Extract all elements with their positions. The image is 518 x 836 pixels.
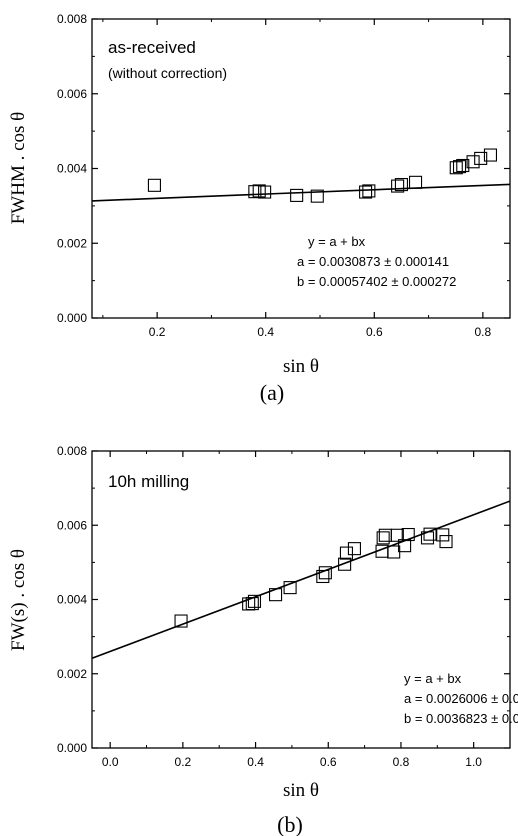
x-tick-label: 0.6: [366, 325, 383, 339]
x-tick-label: 0.6: [320, 755, 337, 769]
data-point: [420, 531, 435, 545]
y-tick-label: 0.002: [57, 236, 87, 250]
data-point: [390, 528, 404, 542]
y-axis-ticks: 0.000 0.002 0.004 0.006 0.008: [57, 444, 510, 755]
panel-caption: (b): [277, 812, 303, 836]
data-point: [466, 155, 480, 169]
chart-subtitle: (without correction): [108, 65, 227, 81]
y-tick-label: 0.004: [57, 162, 87, 176]
panel-caption: (a): [260, 380, 284, 405]
data-point: [376, 531, 390, 545]
data-point: [316, 569, 330, 584]
y-tick-label: 0.002: [57, 667, 87, 681]
data-point: [391, 179, 405, 193]
x-tick-label: 0.4: [247, 755, 264, 769]
data-point: [483, 148, 498, 162]
fit-equation: y = a + bx: [308, 234, 366, 249]
x-tick-label: 0.8: [393, 755, 410, 769]
fit-param-a: a = 0.0030873 ± 0.000141: [297, 254, 449, 269]
y-tick-label: 0.006: [57, 518, 87, 532]
x-tick-label: 0.2: [175, 755, 192, 769]
y-tick-label: 0.000: [57, 311, 87, 325]
y-tick-label: 0.006: [57, 87, 87, 101]
data-point: [247, 594, 262, 608]
panel-a: 0.000 0.002 0.004 0.006 0.008 0.2 0.4 0.6 0.8 a…: [8, 12, 511, 405]
fit-param-b: b = 0.00057402 ± 0.000272: [297, 274, 456, 289]
data-point: [339, 546, 353, 560]
x-tick-label: 0.2: [149, 325, 166, 339]
fit-param-b: b = 0.0036823 ± 0.000224: [404, 711, 518, 726]
data-point: [283, 581, 297, 595]
data-point: [248, 185, 262, 199]
data-point: [452, 160, 467, 174]
data-point: [290, 188, 304, 202]
x-tick-label: 0.0: [102, 755, 119, 769]
data-point: [375, 544, 389, 558]
data-point: [174, 614, 188, 628]
data-point: [378, 528, 392, 542]
data-point: [387, 545, 401, 559]
data-point: [474, 151, 488, 165]
data-point: [423, 527, 437, 541]
y-axis-label: FWHM . cos θ: [8, 112, 29, 225]
data-point: [147, 178, 161, 192]
y-tick-label: 0.004: [57, 593, 87, 607]
x-tick-label: 0.8: [475, 325, 492, 339]
x-axis-label: sin θ: [283, 780, 319, 801]
data-point: [394, 178, 408, 192]
data-point: [347, 542, 361, 556]
data-point: [362, 184, 376, 198]
fit-param-a: a = 0.0026006 ± 0.000154: [404, 691, 518, 706]
y-axis-ticks: 0.000 0.002 0.004 0.006 0.008: [57, 12, 510, 325]
data-point: [398, 539, 412, 553]
y-tick-label: 0.008: [57, 12, 87, 26]
chart-title: as-received: [108, 38, 196, 57]
x-axis-label: sin θ: [283, 356, 319, 377]
data-point: [401, 527, 415, 542]
data-point: [258, 185, 272, 199]
data-point: [252, 184, 266, 198]
chart-title: 10h milling: [108, 472, 189, 491]
data-points: [147, 148, 498, 203]
data-point: [310, 189, 324, 203]
data-point: [436, 528, 450, 542]
y-tick-label: 0.008: [57, 444, 87, 458]
x-tick-label: 0.4: [257, 325, 274, 339]
x-axis-ticks: 0.0 0.2 0.4 0.6 0.8 1.0: [102, 451, 511, 769]
fit-line: [91, 500, 511, 660]
data-point: [338, 557, 352, 571]
y-tick-label: 0.000: [57, 741, 87, 755]
data-point: [318, 566, 332, 580]
y-axis-label: FW(s) . cos θ: [8, 549, 29, 651]
data-points: [174, 527, 453, 628]
x-tick-label: 1.0: [465, 755, 482, 769]
fit-equation: y = a + bx: [404, 671, 462, 686]
fit-line: [91, 183, 511, 202]
data-point: [245, 597, 259, 611]
data-point: [456, 158, 470, 173]
data-point: [439, 535, 453, 549]
x-axis-ticks: 0.2 0.4 0.6 0.8: [102, 19, 492, 339]
data-point: [269, 588, 283, 602]
data-point: [359, 185, 373, 199]
data-point: [408, 175, 423, 189]
